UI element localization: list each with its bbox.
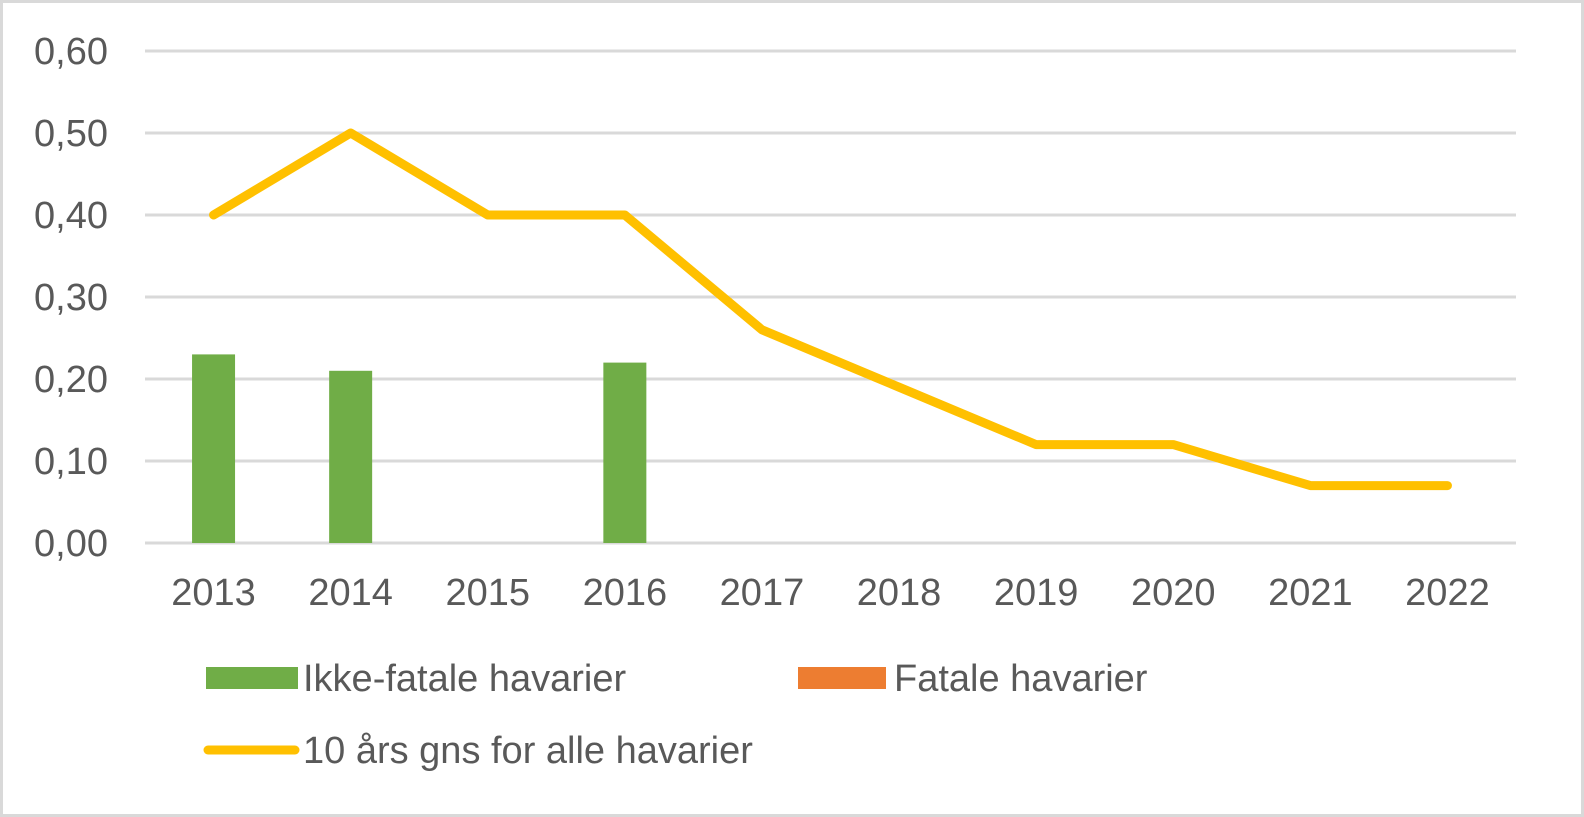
gridlines bbox=[145, 49, 1516, 545]
legend-label-fatale: Fatale havarier bbox=[894, 658, 1148, 700]
x-tick-label: 2017 bbox=[720, 572, 805, 614]
x-tick-label: 2022 bbox=[1405, 572, 1490, 614]
legend-label-10-year-average: 10 års gns for alle havarier bbox=[303, 730, 753, 772]
x-tick-label: 2014 bbox=[308, 572, 393, 614]
legend-swatch-orange bbox=[798, 667, 886, 689]
bar bbox=[603, 362, 647, 543]
y-tick-label: 0,30 bbox=[34, 277, 108, 319]
legend-item-fatale: Fatale havarier bbox=[798, 658, 1148, 700]
y-tick-label: 0,40 bbox=[34, 195, 108, 237]
x-tick-label: 2015 bbox=[445, 572, 530, 614]
bar bbox=[192, 354, 236, 543]
line-path bbox=[209, 128, 1452, 491]
y-axis-tick-labels: 0,00 0,10 0,20 0,30 0,40 0,50 0,60 bbox=[34, 31, 108, 565]
legend-item-10-year-average: 10 års gns for alle havarier bbox=[203, 730, 753, 772]
bar-series bbox=[192, 354, 647, 543]
legend: Ikke-fatale havarier Fatale havarier 10 … bbox=[203, 658, 1148, 772]
y-tick-label: 0,10 bbox=[34, 441, 108, 483]
y-tick-label: 0,60 bbox=[34, 31, 108, 73]
legend-swatch-green bbox=[206, 667, 298, 689]
legend-label-ikke-fatale: Ikke-fatale havarier bbox=[303, 658, 626, 700]
x-tick-label: 2020 bbox=[1131, 572, 1216, 614]
line-series bbox=[209, 128, 1452, 491]
x-tick-label: 2016 bbox=[583, 572, 668, 614]
bar bbox=[329, 370, 373, 543]
y-tick-label: 0,00 bbox=[34, 523, 108, 565]
y-tick-label: 0,50 bbox=[34, 113, 108, 155]
y-tick-label: 0,20 bbox=[34, 359, 108, 401]
x-tick-label: 2019 bbox=[994, 572, 1079, 614]
x-axis-tick-labels: 2013 2014 2015 2016 2017 2018 2019 2020 2021 2022 bbox=[171, 572, 1489, 614]
x-tick-label: 2013 bbox=[171, 572, 256, 614]
x-tick-label: 2018 bbox=[857, 572, 942, 614]
x-tick-label: 2021 bbox=[1268, 572, 1353, 614]
legend-item-ikke-fatale: Ikke-fatale havarier bbox=[206, 658, 626, 700]
